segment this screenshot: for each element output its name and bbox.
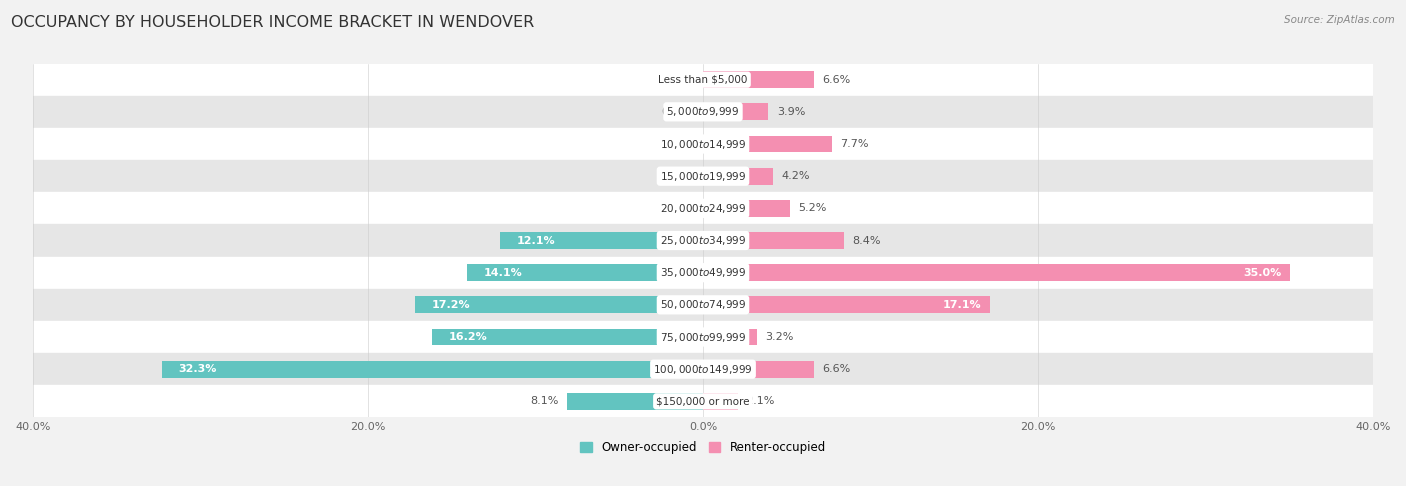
Bar (703, 361, 814, 378)
Text: 35.0%: 35.0% (1243, 268, 1281, 278)
Text: $5,000 to $9,999: $5,000 to $9,999 (666, 105, 740, 119)
Text: 0.0%: 0.0% (661, 75, 689, 85)
Legend: Owner-occupied, Renter-occupied: Owner-occupied, Renter-occupied (579, 441, 827, 454)
Bar (703, 71, 814, 88)
Bar (32, 289, 1374, 321)
Text: $20,000 to $24,999: $20,000 to $24,999 (659, 202, 747, 215)
Bar (415, 296, 703, 313)
Text: 2.1%: 2.1% (747, 397, 775, 406)
Bar (703, 296, 990, 313)
Text: 14.1%: 14.1% (484, 268, 522, 278)
Bar (32, 385, 1374, 417)
Bar (703, 232, 844, 249)
Text: 3.9%: 3.9% (776, 107, 806, 117)
Bar (703, 393, 738, 410)
Text: 0.0%: 0.0% (661, 107, 689, 117)
Bar (32, 128, 1374, 160)
Text: 8.4%: 8.4% (852, 236, 880, 245)
Text: 6.6%: 6.6% (823, 364, 851, 374)
Bar (501, 232, 703, 249)
Text: 3.2%: 3.2% (765, 332, 793, 342)
Bar (32, 192, 1374, 225)
Text: 0.0%: 0.0% (661, 139, 689, 149)
Text: 8.1%: 8.1% (530, 397, 558, 406)
Text: $150,000 or more: $150,000 or more (657, 397, 749, 406)
Text: 7.7%: 7.7% (841, 139, 869, 149)
Bar (162, 361, 703, 378)
Text: $10,000 to $14,999: $10,000 to $14,999 (659, 138, 747, 151)
Bar (432, 329, 703, 346)
Bar (32, 353, 1374, 385)
Text: OCCUPANCY BY HOUSEHOLDER INCOME BRACKET IN WENDOVER: OCCUPANCY BY HOUSEHOLDER INCOME BRACKET … (11, 15, 534, 30)
Bar (703, 200, 790, 217)
Text: $35,000 to $49,999: $35,000 to $49,999 (659, 266, 747, 279)
Bar (703, 264, 1289, 281)
Text: 0.0%: 0.0% (661, 171, 689, 181)
Text: 17.1%: 17.1% (942, 300, 981, 310)
Text: 5.2%: 5.2% (799, 203, 827, 213)
Bar (703, 168, 773, 185)
Bar (32, 257, 1374, 289)
Bar (467, 264, 703, 281)
Bar (32, 321, 1374, 353)
Bar (703, 104, 768, 120)
Text: 4.2%: 4.2% (782, 171, 810, 181)
Text: $75,000 to $99,999: $75,000 to $99,999 (659, 330, 747, 344)
Text: $25,000 to $34,999: $25,000 to $34,999 (659, 234, 747, 247)
Text: Less than $5,000: Less than $5,000 (658, 75, 748, 85)
Text: $15,000 to $19,999: $15,000 to $19,999 (659, 170, 747, 183)
Bar (32, 160, 1374, 192)
Text: 16.2%: 16.2% (449, 332, 486, 342)
Bar (567, 393, 703, 410)
Bar (703, 136, 832, 153)
Text: 0.0%: 0.0% (661, 203, 689, 213)
Bar (32, 96, 1374, 128)
Text: $50,000 to $74,999: $50,000 to $74,999 (659, 298, 747, 312)
Text: Source: ZipAtlas.com: Source: ZipAtlas.com (1284, 15, 1395, 25)
Text: 6.6%: 6.6% (823, 75, 851, 85)
Text: 32.3%: 32.3% (179, 364, 217, 374)
Bar (32, 225, 1374, 257)
Text: 12.1%: 12.1% (517, 236, 555, 245)
Text: $100,000 to $149,999: $100,000 to $149,999 (654, 363, 752, 376)
Bar (32, 64, 1374, 96)
Bar (703, 329, 756, 346)
Text: 17.2%: 17.2% (432, 300, 470, 310)
